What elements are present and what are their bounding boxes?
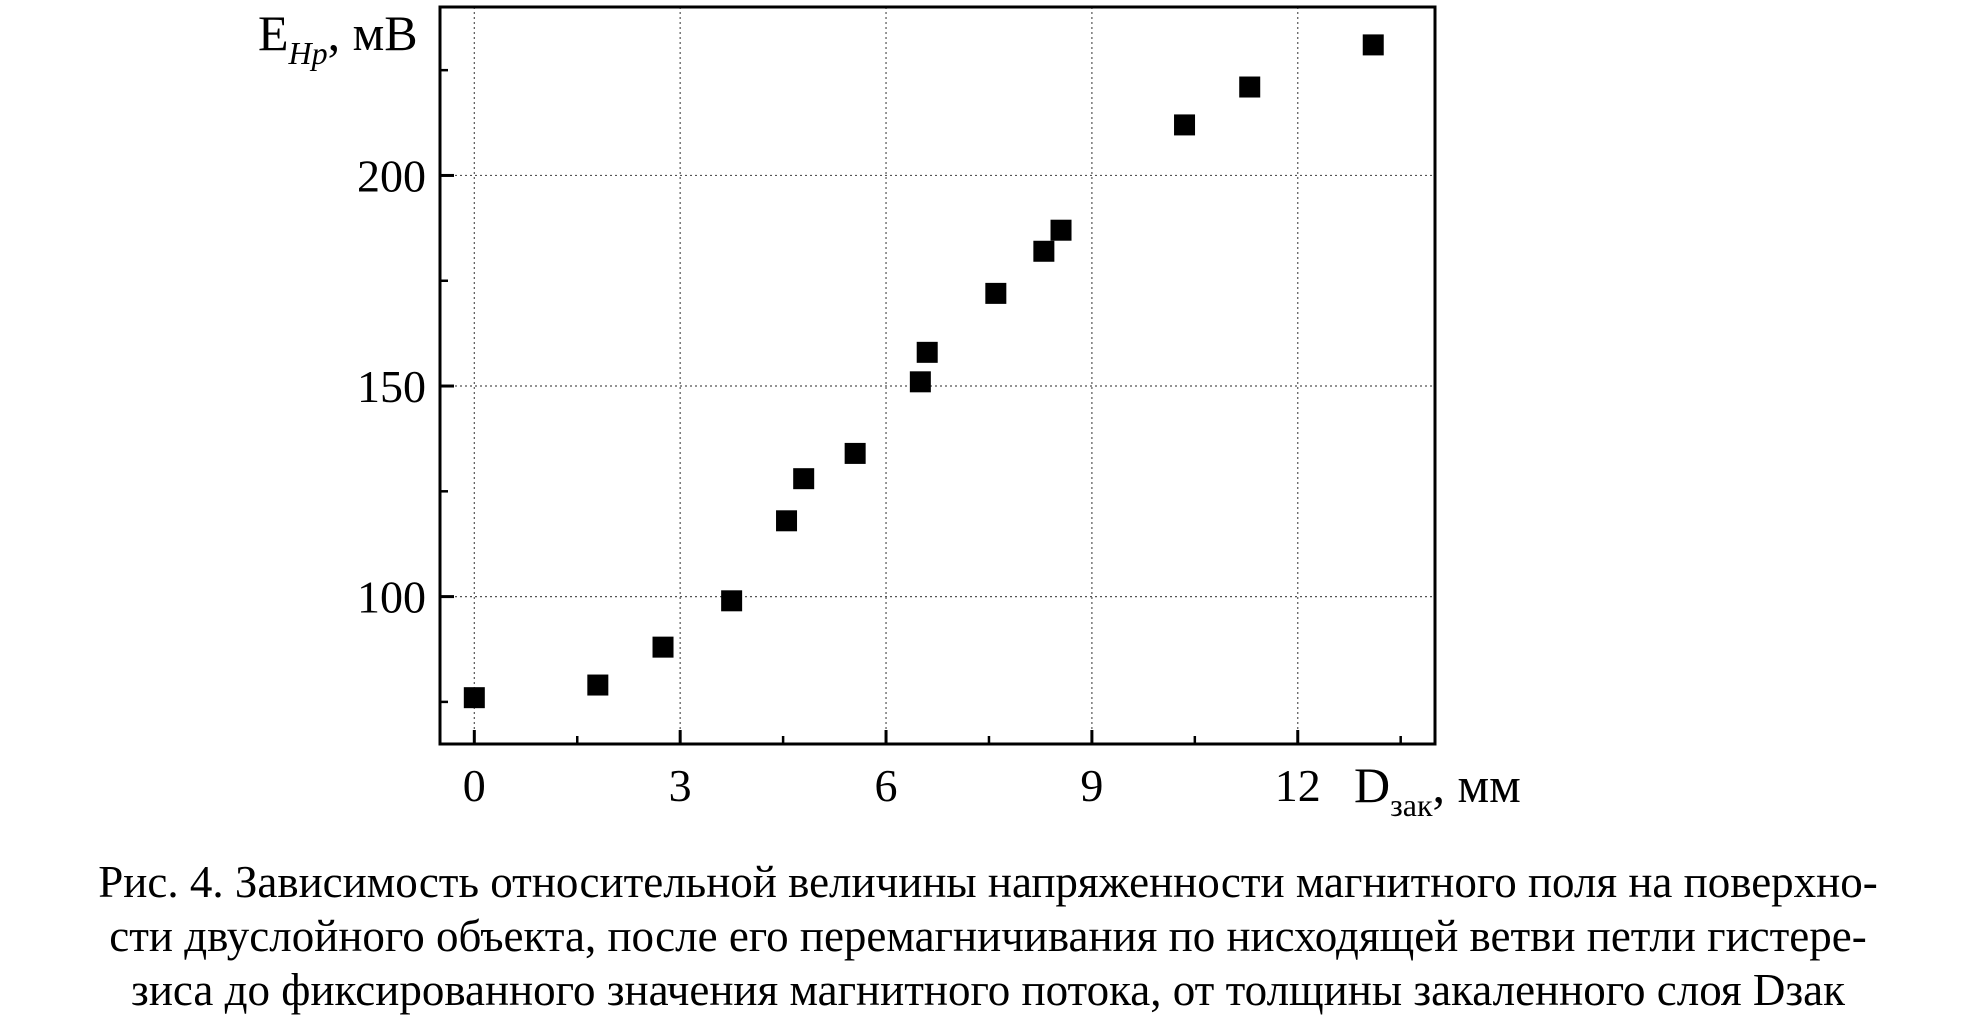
data-point: [793, 468, 815, 490]
caption-line: сти двуслойного объекта, после его перем…: [109, 911, 1867, 961]
data-point: [1239, 76, 1261, 98]
data-point: [916, 341, 938, 363]
y-axis-title-sub: Hp: [288, 35, 328, 71]
data-point: [1362, 34, 1384, 56]
data-point: [721, 590, 743, 612]
scatter-chart: 0 3 6 9 12 100 150 200 EHp, мВ Dзак, мм: [258, 5, 1521, 823]
x-axis-title-main: D: [1354, 757, 1390, 813]
caption-line: Рис. 4. Зависимость относительной величи…: [98, 857, 1878, 907]
figure-caption: Рис. 4. Зависимость относительной величи…: [0, 855, 1976, 1017]
data-points: [463, 34, 1384, 709]
x-tick-label: 3: [669, 760, 692, 811]
data-point: [652, 636, 674, 658]
data-point: [1174, 114, 1196, 136]
y-axis-title-main: E: [258, 5, 289, 61]
ticks: [440, 68, 1402, 744]
y-axis-title-unit: , мВ: [328, 5, 418, 61]
x-tick-label: 0: [463, 760, 486, 811]
x-axis-title: Dзак, мм: [1354, 757, 1521, 823]
grid: [440, 7, 1435, 744]
data-point: [909, 371, 931, 393]
x-tick-label: 6: [875, 760, 898, 811]
data-point: [1050, 219, 1072, 241]
y-tick-label: 200: [357, 150, 426, 201]
x-axis-title-unit: , мм: [1433, 757, 1521, 813]
y-tick-label: 100: [357, 572, 426, 623]
data-point: [587, 674, 609, 696]
data-point: [776, 510, 798, 532]
data-point: [844, 442, 866, 464]
y-tick-labels: 100 150 200: [357, 150, 426, 622]
y-tick-label: 150: [357, 361, 426, 412]
y-axis-title: EHp, мВ: [258, 5, 418, 71]
data-point: [985, 282, 1007, 304]
x-tick-label: 12: [1275, 760, 1321, 811]
plot-frame: [438, 5, 1437, 746]
caption-line: зиса до фиксированного значения магнитно…: [131, 965, 1845, 1015]
x-tick-labels: 0 3 6 9 12: [463, 760, 1321, 811]
x-axis-title-sub: зак: [1390, 787, 1433, 823]
data-point: [1033, 240, 1055, 262]
x-tick-label: 9: [1080, 760, 1103, 811]
data-point: [463, 687, 485, 709]
